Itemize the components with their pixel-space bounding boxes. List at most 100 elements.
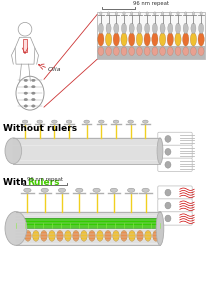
- Ellipse shape: [31, 92, 35, 94]
- Ellipse shape: [128, 47, 134, 56]
- Ellipse shape: [174, 33, 180, 46]
- Ellipse shape: [164, 136, 170, 142]
- Bar: [16, 212, 159, 245]
- Ellipse shape: [41, 188, 48, 192]
- Ellipse shape: [24, 105, 27, 107]
- Ellipse shape: [58, 188, 65, 192]
- Ellipse shape: [164, 148, 170, 155]
- Ellipse shape: [130, 12, 132, 15]
- Bar: [13, 138, 159, 164]
- Ellipse shape: [142, 120, 147, 123]
- Ellipse shape: [164, 202, 170, 209]
- Ellipse shape: [129, 23, 133, 34]
- Ellipse shape: [104, 230, 111, 241]
- Ellipse shape: [110, 188, 117, 192]
- Ellipse shape: [164, 189, 170, 196]
- FancyBboxPatch shape: [157, 186, 191, 199]
- Ellipse shape: [128, 33, 134, 46]
- Ellipse shape: [24, 92, 27, 94]
- Ellipse shape: [168, 12, 171, 15]
- Ellipse shape: [98, 120, 104, 123]
- Ellipse shape: [136, 23, 141, 34]
- Ellipse shape: [159, 23, 164, 34]
- Ellipse shape: [136, 33, 142, 46]
- Ellipse shape: [159, 33, 165, 46]
- Ellipse shape: [5, 212, 27, 245]
- Ellipse shape: [120, 33, 126, 46]
- Ellipse shape: [156, 138, 162, 164]
- Ellipse shape: [5, 138, 22, 164]
- Ellipse shape: [190, 23, 195, 34]
- FancyBboxPatch shape: [97, 12, 204, 59]
- Ellipse shape: [115, 12, 117, 15]
- Ellipse shape: [72, 230, 79, 241]
- Ellipse shape: [105, 47, 111, 56]
- Ellipse shape: [152, 23, 157, 34]
- Ellipse shape: [83, 120, 89, 123]
- Ellipse shape: [24, 79, 27, 82]
- Ellipse shape: [16, 230, 23, 241]
- Ellipse shape: [56, 230, 63, 241]
- Ellipse shape: [24, 85, 27, 88]
- Ellipse shape: [98, 23, 103, 34]
- Ellipse shape: [25, 230, 31, 241]
- Ellipse shape: [75, 188, 83, 192]
- Ellipse shape: [92, 188, 100, 192]
- FancyBboxPatch shape: [157, 199, 191, 212]
- Ellipse shape: [113, 47, 119, 56]
- Ellipse shape: [127, 188, 134, 192]
- Ellipse shape: [31, 105, 35, 107]
- Bar: [16, 218, 159, 228]
- Ellipse shape: [151, 33, 157, 46]
- Ellipse shape: [128, 230, 135, 241]
- Ellipse shape: [97, 33, 103, 46]
- Ellipse shape: [31, 85, 35, 88]
- Ellipse shape: [136, 230, 143, 241]
- Ellipse shape: [105, 33, 111, 46]
- Ellipse shape: [40, 230, 47, 241]
- Bar: [97, 46, 204, 59]
- Ellipse shape: [144, 23, 149, 34]
- Ellipse shape: [191, 12, 194, 15]
- Ellipse shape: [144, 47, 149, 56]
- FancyBboxPatch shape: [157, 212, 191, 225]
- Ellipse shape: [88, 230, 95, 241]
- FancyBboxPatch shape: [157, 132, 191, 146]
- Ellipse shape: [197, 33, 203, 46]
- Ellipse shape: [175, 23, 180, 34]
- Ellipse shape: [121, 23, 126, 34]
- Ellipse shape: [121, 47, 126, 56]
- Ellipse shape: [190, 47, 195, 56]
- Ellipse shape: [48, 230, 55, 241]
- Ellipse shape: [31, 79, 35, 82]
- Ellipse shape: [122, 12, 125, 15]
- Ellipse shape: [184, 12, 186, 15]
- Ellipse shape: [112, 230, 119, 241]
- Ellipse shape: [51, 120, 57, 123]
- FancyBboxPatch shape: [157, 145, 191, 158]
- Ellipse shape: [24, 188, 31, 192]
- Ellipse shape: [33, 230, 39, 241]
- Ellipse shape: [127, 120, 133, 123]
- Ellipse shape: [113, 33, 119, 46]
- Ellipse shape: [31, 98, 35, 101]
- Ellipse shape: [197, 47, 203, 56]
- Ellipse shape: [22, 120, 28, 123]
- Ellipse shape: [105, 23, 111, 34]
- Ellipse shape: [182, 33, 188, 46]
- Ellipse shape: [107, 12, 109, 15]
- Ellipse shape: [96, 230, 103, 241]
- Ellipse shape: [80, 230, 87, 241]
- Ellipse shape: [37, 120, 42, 123]
- Ellipse shape: [166, 33, 173, 46]
- Ellipse shape: [138, 12, 140, 15]
- Text: 96 nm repeat: 96 nm repeat: [27, 177, 63, 182]
- Ellipse shape: [152, 230, 158, 241]
- Ellipse shape: [151, 47, 157, 56]
- Ellipse shape: [64, 230, 71, 241]
- Ellipse shape: [182, 23, 187, 34]
- Ellipse shape: [167, 47, 172, 56]
- Ellipse shape: [198, 23, 203, 34]
- Ellipse shape: [144, 230, 151, 241]
- Ellipse shape: [161, 12, 163, 15]
